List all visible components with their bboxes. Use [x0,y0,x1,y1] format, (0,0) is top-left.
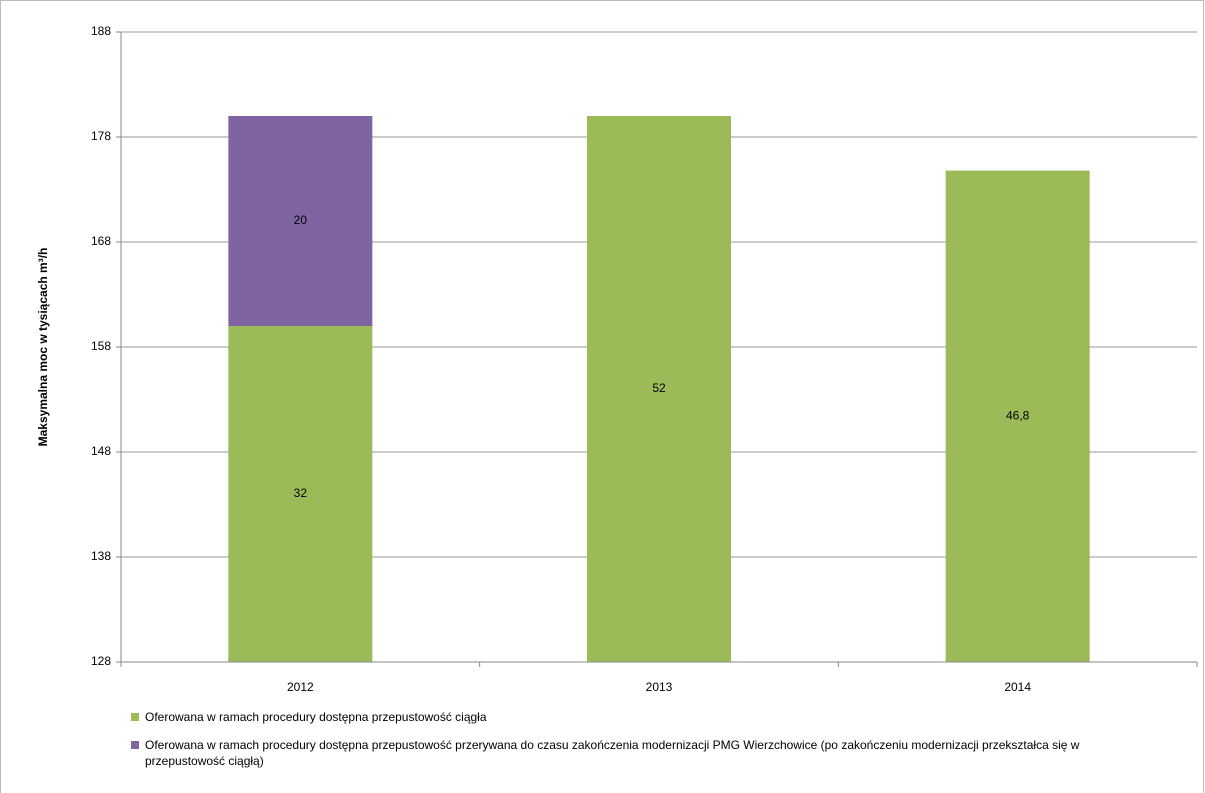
data-label: 52 [652,381,666,395]
x-tick-label: 2012 [287,680,314,694]
y-tick-label: 178 [91,129,111,143]
legend-item: Oferowana w ramach procedury dostępna pr… [131,709,1131,725]
x-tick-label: 2014 [1004,680,1031,694]
x-tick-label: 2013 [646,680,673,694]
y-tick-label: 128 [91,654,111,668]
legend-swatch [131,741,139,749]
bar-segment [945,170,1090,662]
data-label: 20 [294,213,308,227]
data-label: 32 [294,486,308,500]
legend: Oferowana w ramach procedury dostępna pr… [131,709,1131,781]
y-tick-label: 148 [91,444,111,458]
y-tick-label: 138 [91,549,111,563]
bar-segment [228,326,373,662]
legend-label: Oferowana w ramach procedury dostępna pr… [145,710,487,724]
legend-item: Oferowana w ramach procedury dostępna pr… [131,737,1131,769]
y-tick-label: 158 [91,339,111,353]
y-axis-title: Maksymalna moc w tysiącach m³/h [36,248,50,447]
y-tick-label: 188 [91,24,111,38]
legend-swatch [131,713,139,721]
legend-label: Oferowana w ramach procedury dostępna pr… [145,738,1080,768]
data-label: 46,8 [1006,408,1030,422]
bar-segment [587,116,731,662]
bar-segment [228,116,373,326]
y-tick-label: 168 [91,234,111,248]
